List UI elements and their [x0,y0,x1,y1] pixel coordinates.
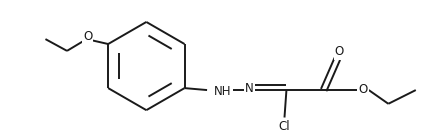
Text: O: O [83,30,92,43]
Text: O: O [358,83,368,96]
Text: N: N [245,82,254,95]
Text: NH: NH [214,85,232,98]
Text: Cl: Cl [279,120,290,133]
Text: O: O [335,45,344,58]
